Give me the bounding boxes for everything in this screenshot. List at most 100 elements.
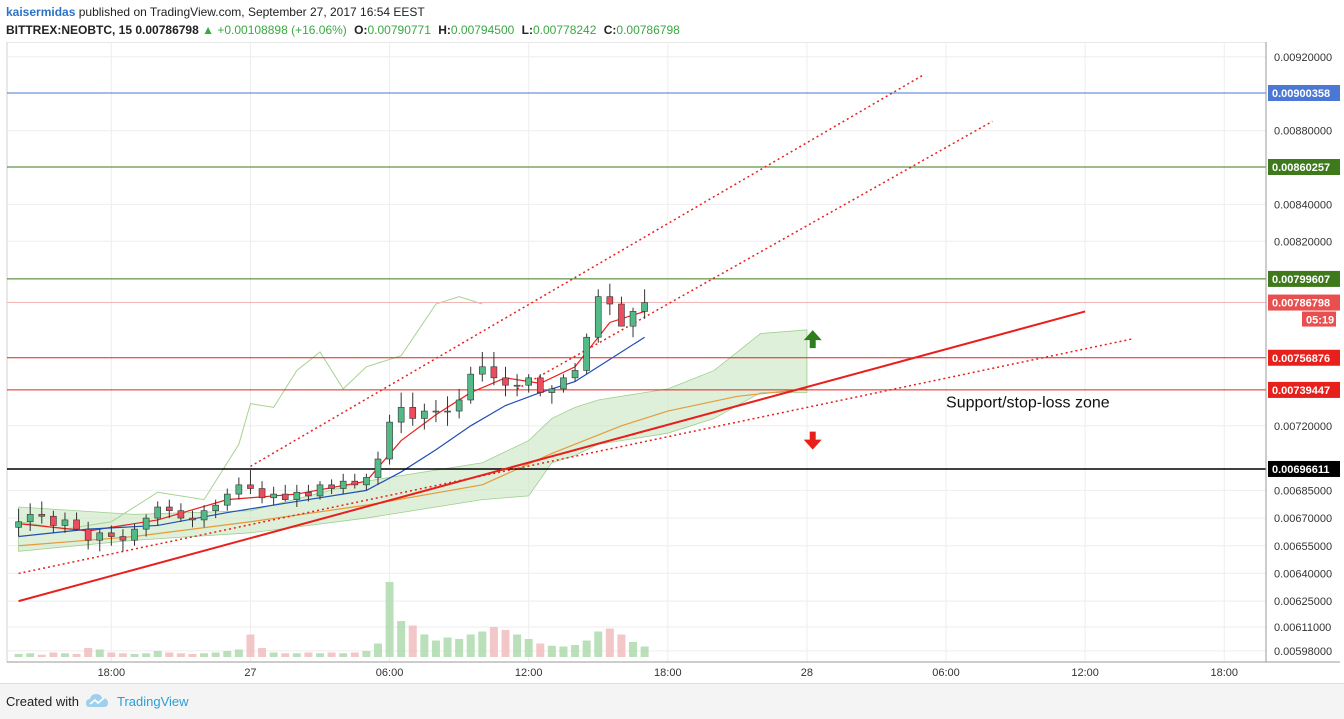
candle-body [374,458,382,478]
candle [536,374,544,397]
volume-bar [234,649,243,657]
candle-body [490,366,498,379]
x-tick-label: 12:00 [1071,667,1099,679]
volume-bar [26,653,35,657]
candle-body [351,480,359,486]
ohlc-line: BITTREX:NEOBTC, 15 0.00786798 ▲ +0.00108… [6,21,1206,39]
volume-bar [211,652,220,657]
candle [444,396,451,426]
price-tag [1268,349,1340,366]
candle [351,473,359,489]
candle [641,289,648,319]
volume-bar [316,653,325,657]
candle-body [61,519,69,526]
volume-bar [373,643,382,657]
candle [96,529,104,552]
candle [363,473,370,491]
price-tag [1268,270,1340,287]
volume-bar [559,646,568,657]
volume-bar [397,621,406,657]
candle [328,479,335,495]
candle [339,473,347,495]
candle-body [339,480,347,489]
candle-body [479,366,486,375]
candle-body [421,410,428,419]
candle-body [548,388,556,393]
candle-body [629,311,637,327]
moving-average-line [18,336,645,538]
volume-bar [385,582,394,657]
y-tick-label: 0.00670000 [1274,513,1332,525]
candle [606,283,614,316]
annotation-label: Support/stop-loss zone [946,394,1110,411]
y-tick-label: 0.00720000 [1274,421,1332,433]
candle-body [281,493,289,500]
candle-body [212,504,219,511]
volume-series [14,582,649,657]
price-tag [1268,85,1340,102]
price-tag-label: 0.00739447 [1272,385,1330,397]
candle [26,503,34,531]
volume-bar [594,631,603,657]
candle [618,296,625,327]
x-tick-label: 28 [801,667,813,679]
candle-body [397,407,405,423]
y-tick-label: 0.00880000 [1274,126,1332,138]
high-label: H: [438,23,451,37]
volume-bar [466,634,475,657]
x-tick-label: 06:00 [376,667,404,679]
plot-area: Support/stop-loss zone [6,42,1267,663]
volume-bar [118,653,127,657]
candle [212,499,219,519]
candle-body [432,410,440,413]
candle-body [247,484,254,489]
candle-body [26,514,34,523]
candle [247,470,254,495]
candle [548,385,556,404]
candle-body [200,510,208,521]
candle-body [189,517,196,521]
candle-body [119,536,127,541]
author-link[interactable]: kaisermidas [6,5,76,19]
tradingview-brand-link[interactable]: TradingView [117,694,189,709]
x-tick-label: 18:00 [1210,667,1238,679]
candle-body [328,484,335,489]
close-value: 0.00786798 [616,23,680,37]
volume-bar [617,634,626,657]
candle [177,503,185,522]
price-tag-label: 0.00900358 [1272,88,1330,100]
candle-body [73,519,80,530]
candle [270,486,277,506]
candle [571,363,579,382]
volume-bar [362,651,371,657]
open-value: 0.00790771 [367,23,431,37]
y-tick-label: 0.00655000 [1274,541,1332,553]
candle [200,505,208,528]
candle [629,307,637,338]
volume-bar [269,652,278,657]
candle [119,529,127,552]
candle-body [571,370,579,379]
triangle-up-icon: ▲ [202,23,214,37]
arrow-down-icon [803,431,822,450]
x-tick-label: 06:00 [932,667,960,679]
candle [166,499,173,519]
volume-bar [431,640,440,657]
candle-body [235,484,243,495]
candle-body [84,528,92,541]
candle-body [38,514,46,517]
candle [189,510,196,528]
volume-bar [513,634,522,657]
candle-body [363,477,370,486]
candle-body [131,528,138,541]
volume-bar [408,625,417,657]
volume-bar [165,652,174,657]
candle-body [513,384,521,387]
created-with-text: Created with [6,694,79,709]
candle [397,392,405,434]
chart-header: kaisermidas published on TradingView.com… [6,3,1206,39]
trend-line [18,310,1086,603]
candle-body [50,515,57,526]
candle-body [270,493,277,499]
